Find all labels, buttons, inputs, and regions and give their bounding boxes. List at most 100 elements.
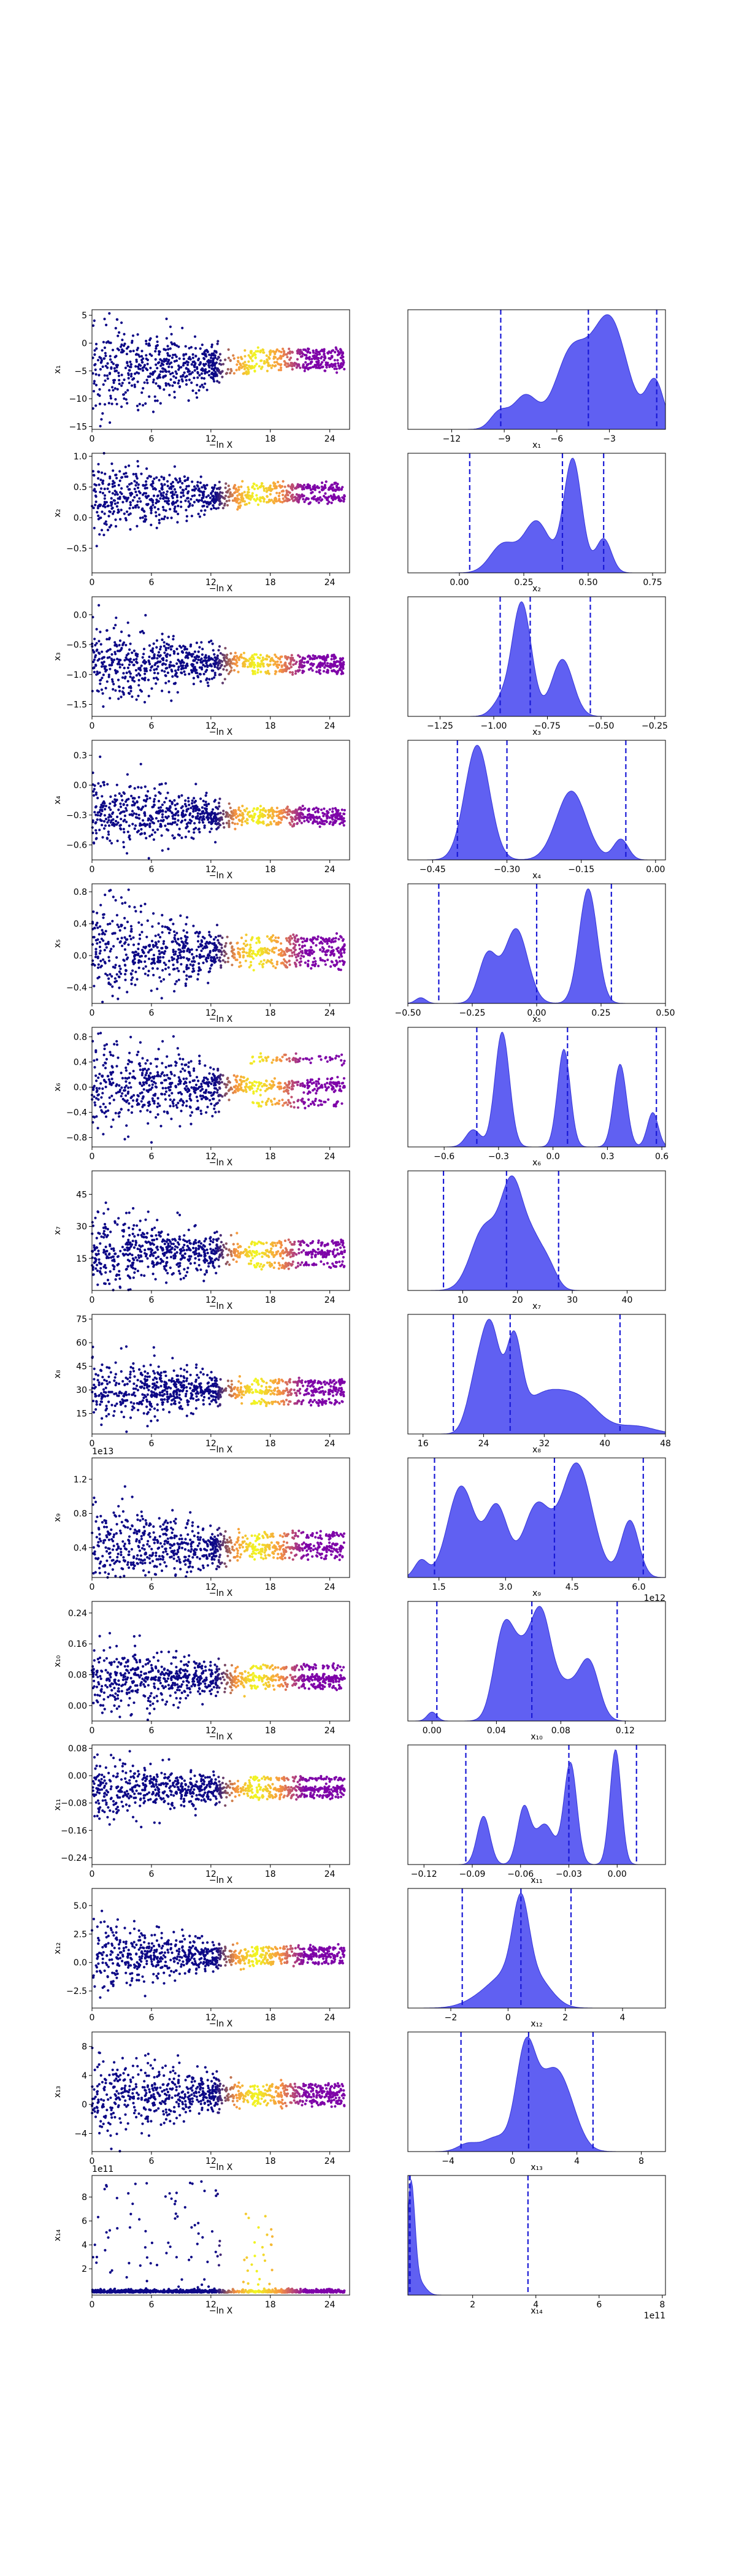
- scatter-point: [306, 813, 310, 816]
- scatter-point: [122, 841, 125, 844]
- scatter-point: [177, 819, 180, 822]
- scatter-point: [147, 790, 150, 793]
- scatter-point: [104, 686, 107, 690]
- scatter-point: [96, 393, 99, 396]
- scatter-point: [205, 371, 209, 374]
- scatter-point: [150, 354, 153, 358]
- scatter-point: [328, 808, 331, 811]
- density-xlabel: x₄: [532, 871, 541, 881]
- scatter-point: [274, 350, 278, 353]
- scatter-point: [342, 824, 345, 827]
- scatter-point: [162, 956, 165, 959]
- scatter-point: [173, 990, 176, 993]
- density-xtick-label: −6: [551, 434, 564, 444]
- scatter-point: [112, 362, 115, 366]
- scatter-point: [101, 1092, 104, 1095]
- scatter-point: [191, 960, 194, 963]
- scatter-point: [161, 632, 164, 635]
- scatter-point: [331, 498, 335, 502]
- scatter-point: [275, 810, 278, 813]
- scatter-point: [231, 821, 234, 824]
- scatter-point: [275, 807, 278, 810]
- scatter-point: [178, 385, 182, 389]
- scatter-point: [209, 941, 212, 945]
- scatter-point: [101, 349, 104, 352]
- scatter-point: [210, 507, 213, 511]
- scatter-point: [109, 510, 112, 513]
- scatter-point: [110, 497, 113, 500]
- scatter-point: [172, 964, 175, 967]
- scatter-point: [112, 379, 115, 382]
- scatter-point: [106, 505, 109, 508]
- scatter-xtick-label: 0: [90, 865, 95, 875]
- scatter-point: [163, 360, 166, 363]
- scatter-point: [248, 943, 252, 946]
- scatter-point: [278, 813, 281, 816]
- scatter-point: [200, 372, 203, 375]
- scatter-point: [283, 669, 286, 672]
- scatter-point: [211, 657, 214, 661]
- scatter-point: [102, 665, 106, 668]
- scatter-point: [134, 372, 137, 375]
- scatter-point: [219, 359, 222, 362]
- scatter-point: [318, 669, 321, 672]
- scatter-point: [136, 800, 139, 803]
- scatter-point: [119, 659, 122, 662]
- scatter-ytick-label: 0.5: [74, 483, 87, 493]
- scatter-point: [277, 494, 280, 497]
- scatter-point: [187, 1065, 190, 1068]
- scatter-point: [129, 350, 132, 353]
- scatter-point: [286, 356, 289, 359]
- scatter-point: [275, 500, 278, 503]
- scatter-point: [155, 515, 158, 518]
- scatter-point: [203, 513, 206, 516]
- scatter-point: [147, 342, 151, 345]
- scatter-point: [114, 518, 117, 521]
- scatter-point: [238, 366, 241, 369]
- scatter-point: [335, 348, 338, 351]
- scatter-point: [139, 762, 142, 765]
- scatter-point: [137, 684, 140, 687]
- scatter-point: [135, 657, 138, 661]
- scatter-point: [333, 814, 336, 817]
- scatter-point: [150, 483, 153, 486]
- scatter-point: [167, 497, 170, 500]
- scatter-point: [282, 347, 285, 350]
- scatter-point: [217, 661, 220, 665]
- scatter-point: [271, 1103, 274, 1106]
- scatter-point: [293, 939, 296, 942]
- scatter-point: [100, 471, 104, 474]
- scatter-point: [246, 954, 249, 957]
- scatter-point: [114, 964, 117, 967]
- scatter-point: [124, 496, 128, 499]
- scatter-point: [256, 487, 259, 490]
- scatter-point: [134, 353, 138, 356]
- scatter-point: [321, 366, 324, 369]
- scatter-point: [109, 802, 112, 805]
- scatter-point: [99, 356, 102, 360]
- scatter-point: [147, 1122, 150, 1125]
- scatter-point: [129, 528, 132, 531]
- scatter-point: [310, 360, 313, 364]
- scatter-point: [228, 826, 231, 829]
- scatter-point: [297, 350, 300, 353]
- scatter-point: [291, 954, 294, 957]
- scatter-point: [290, 656, 293, 659]
- scatter-point: [242, 661, 245, 664]
- scatter-point: [166, 352, 169, 355]
- scatter-point: [203, 803, 206, 807]
- scatter-point: [311, 491, 314, 494]
- scatter-point: [258, 816, 261, 819]
- scatter-ytick-label: 0.0: [74, 513, 87, 523]
- scatter-point: [137, 678, 140, 682]
- scatter-point: [329, 821, 332, 824]
- scatter-point: [310, 816, 313, 819]
- scatter-point: [289, 935, 292, 938]
- scatter-point: [150, 523, 153, 527]
- scatter-point: [94, 829, 98, 832]
- scatter-point: [117, 685, 121, 688]
- scatter-point: [310, 1057, 313, 1060]
- scatter-point: [249, 949, 252, 952]
- scatter-point: [102, 931, 105, 934]
- scatter-point: [193, 828, 196, 831]
